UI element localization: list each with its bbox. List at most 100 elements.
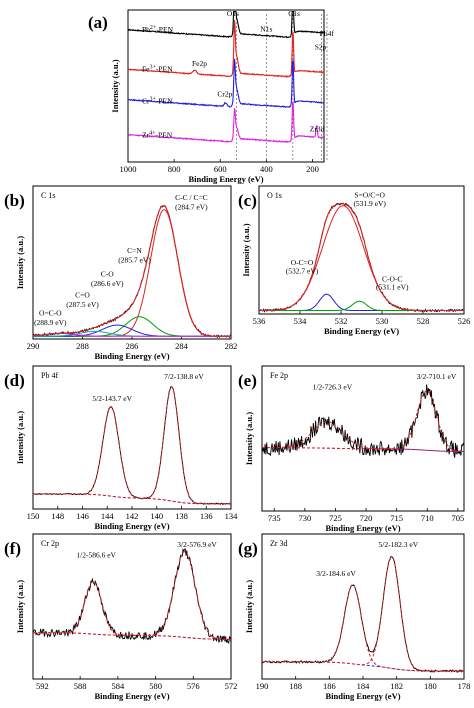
y-axis-label-g: Intensity (a.u.) [244, 580, 254, 633]
component-peak-g-1 [262, 555, 464, 672]
x-tick-label-c-1: 534 [294, 316, 308, 326]
peak-annotation-b-1: (284.7 eV) [175, 203, 208, 212]
peak-annotation-c-5: (531.1 eV) [376, 283, 409, 292]
background-fit-g [262, 661, 464, 672]
y-axis-label-d: Intensity (a.u.) [15, 411, 25, 464]
plot-frame-f [32, 533, 232, 680]
raw-spectrum-c [258, 202, 465, 313]
x-tick-label-d-7: 136 [200, 511, 213, 521]
x-tick-label-b-4: 282 [225, 341, 238, 351]
series-label-1: Fe3+-PEN [142, 65, 173, 74]
x-tick-label-d-4: 142 [126, 511, 139, 521]
peak-annotation-7: Zr3d [310, 125, 325, 134]
panel-label-g: (g) [238, 539, 258, 558]
x-tick-label-a-4: 200 [306, 164, 319, 174]
raw-spectrum-e [261, 384, 465, 458]
x-tick-label-c-3: 530 [376, 316, 389, 326]
component-peak-e-0 [262, 421, 464, 453]
survey-series-1 [127, 20, 325, 78]
x-tick-label-c-2: 532 [335, 316, 348, 326]
peak-annotation-g-0: 3/2-184.6 eV [316, 569, 356, 578]
series-label-0: Pb2+-PEN [142, 25, 174, 34]
envelope-fit-c [259, 203, 464, 311]
x-tick-label-f-0: 592 [36, 681, 49, 691]
peak-annotation-e-1: 3/2-710.1 eV [417, 372, 457, 381]
x-tick-label-d-2: 146 [76, 511, 89, 521]
x-tick-label-d-6: 138 [175, 511, 188, 521]
peak-annotation-3: Pb4f [320, 29, 335, 38]
plot-frame-g [261, 533, 465, 680]
peak-annotation-c-0: S=O/C=O [354, 191, 385, 200]
x-tick-label-d-5: 140 [150, 511, 163, 521]
peak-annotation-1: N1s [260, 24, 272, 33]
y-axis-label-c: Intensity (a.u.) [241, 223, 251, 276]
x-tick-label-g-4: 182 [390, 681, 403, 691]
survey-series-2 [127, 58, 325, 108]
peak-annotation-c-2: O-C=O [291, 258, 314, 267]
x-tick-label-g-1: 188 [289, 681, 302, 691]
component-peak-f-1 [33, 551, 231, 640]
peak-annotation-5: Fe2p [192, 59, 207, 68]
component-peak-f-0 [33, 580, 231, 640]
peak-annotation-e-0: 1/2-726.3 eV [313, 383, 353, 392]
x-axis-label-f: Binding Energy (eV) [94, 691, 169, 701]
panel-label-d: (d) [4, 371, 25, 390]
survey-series-3 [127, 100, 324, 144]
y-axis-label-f: Intensity (a.u.) [15, 580, 25, 633]
plot-frame-d [32, 365, 232, 510]
raw-spectrum-g [261, 555, 465, 673]
x-tick-label-f-2: 584 [111, 681, 125, 691]
panel-label-e: (e) [238, 371, 257, 390]
series-label-2: Cr3+-PEN [142, 96, 173, 105]
x-tick-label-c-0: 536 [253, 316, 266, 326]
x-tick-label-b-3: 284 [175, 341, 189, 351]
peak-annotation-d-1: 7/2-138.8 eV [164, 372, 204, 381]
plot-frame-e [261, 365, 465, 512]
panel-label-f: (f) [4, 539, 21, 558]
x-tick-label-e-4: 715 [390, 513, 403, 523]
component-peak-c-2 [259, 300, 464, 311]
x-tick-label-e-3: 720 [360, 513, 373, 523]
x-tick-label-f-3: 580 [149, 681, 162, 691]
survey-series-0 [128, 10, 324, 39]
panel-label-b: (b) [4, 191, 25, 210]
x-tick-label-c-5: 526 [458, 316, 471, 326]
plot-frame-c [258, 185, 465, 315]
x-tick-label-e-0: 735 [268, 513, 281, 523]
peak-annotation-0: O1s [227, 9, 239, 18]
x-tick-label-d-0: 150 [27, 511, 40, 521]
x-tick-label-g-2: 186 [323, 681, 336, 691]
core-level-title-g: Zr 3d [270, 539, 288, 548]
core-level-title-f: Cr 2p [41, 539, 59, 548]
x-tick-label-a-3: 400 [260, 164, 273, 174]
core-level-title-c: O 1s [267, 191, 282, 200]
component-peak-g-0 [262, 584, 464, 672]
x-axis-label-a: Binding Energy (eV) [188, 174, 263, 184]
panel-label-c: (c) [238, 191, 257, 210]
x-tick-label-b-1: 288 [76, 341, 89, 351]
x-tick-label-d-8: 134 [225, 511, 239, 521]
component-peak-e-1 [262, 390, 465, 453]
raw-spectrum-f [32, 548, 232, 644]
x-tick-label-c-4: 528 [417, 316, 430, 326]
x-tick-label-a-2: 600 [214, 164, 227, 174]
panel-label-a: (a) [88, 13, 108, 32]
x-tick-label-d-3: 144 [101, 511, 115, 521]
component-peak-d-0 [33, 405, 231, 505]
raw-spectrum-d [32, 386, 232, 506]
envelope-fit-b [32, 205, 231, 337]
x-axis-label-d: Binding Energy (eV) [94, 521, 169, 531]
x-tick-label-f-4: 576 [187, 681, 200, 691]
component-peak-b-4 [32, 332, 231, 337]
peak-annotation-b-9: (288.9 eV) [34, 318, 67, 327]
x-tick-label-e-2: 725 [329, 513, 342, 523]
x-tick-label-e-1: 730 [298, 513, 311, 523]
peak-annotation-b-5: (286.6 eV) [91, 279, 124, 288]
y-axis-label-a: Intensity (a.u.) [110, 59, 120, 112]
x-tick-label-g-5: 180 [424, 681, 437, 691]
peak-annotation-b-2: C=N [127, 246, 142, 255]
peak-annotation-g-1: 5/2-182.3 eV [379, 540, 419, 549]
x-axis-label-b: Binding Energy (eV) [94, 351, 169, 361]
component-peak-c-0 [259, 205, 464, 311]
